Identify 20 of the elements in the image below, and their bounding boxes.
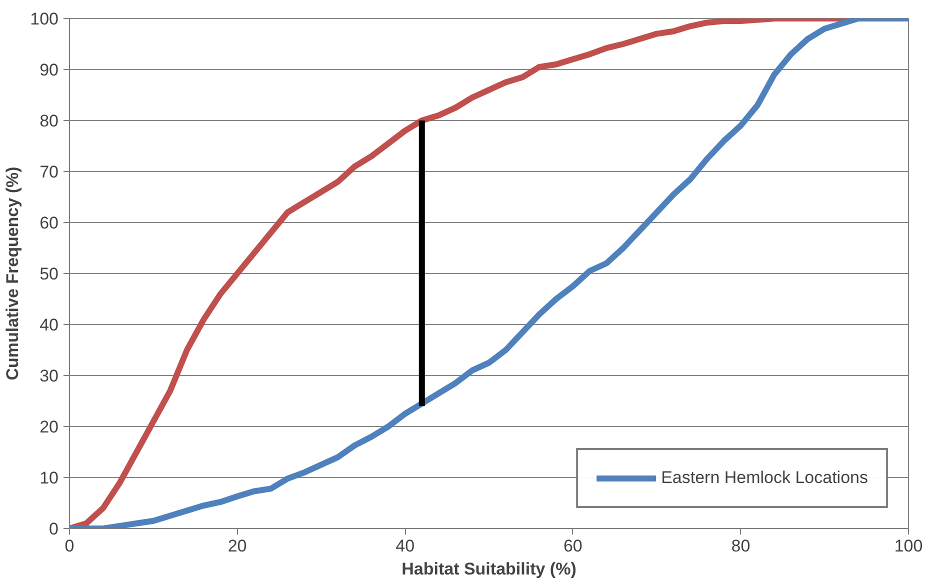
- x-tick-label: 20: [228, 536, 247, 556]
- y-tick-label: 0: [49, 520, 59, 538]
- y-tick-label: 70: [40, 162, 59, 182]
- y-tick-label: 90: [40, 60, 59, 80]
- legend-label: Eastern Hemlock Locations: [661, 468, 868, 488]
- y-tick-label: 100: [30, 10, 59, 28]
- y-tick-label: 40: [40, 316, 59, 334]
- y-tick-label: 50: [40, 264, 59, 284]
- y-tick-label: 80: [40, 112, 59, 130]
- x-tick-label: 80: [731, 536, 750, 556]
- y-axis-title: Cumulative Frequency (%): [3, 166, 22, 380]
- x-tick-label: 60: [563, 536, 582, 556]
- x-tick-label: 0: [64, 536, 74, 556]
- y-tick-label: 10: [40, 468, 59, 488]
- x-tick-label: 40: [396, 536, 415, 556]
- y-tick-label: 20: [40, 418, 59, 436]
- x-tick-label: 100: [894, 536, 923, 556]
- x-axis-title: Habitat Suitability (%): [402, 560, 576, 578]
- y-tick-label: 60: [40, 214, 59, 232]
- y-tick-label: 30: [40, 366, 59, 386]
